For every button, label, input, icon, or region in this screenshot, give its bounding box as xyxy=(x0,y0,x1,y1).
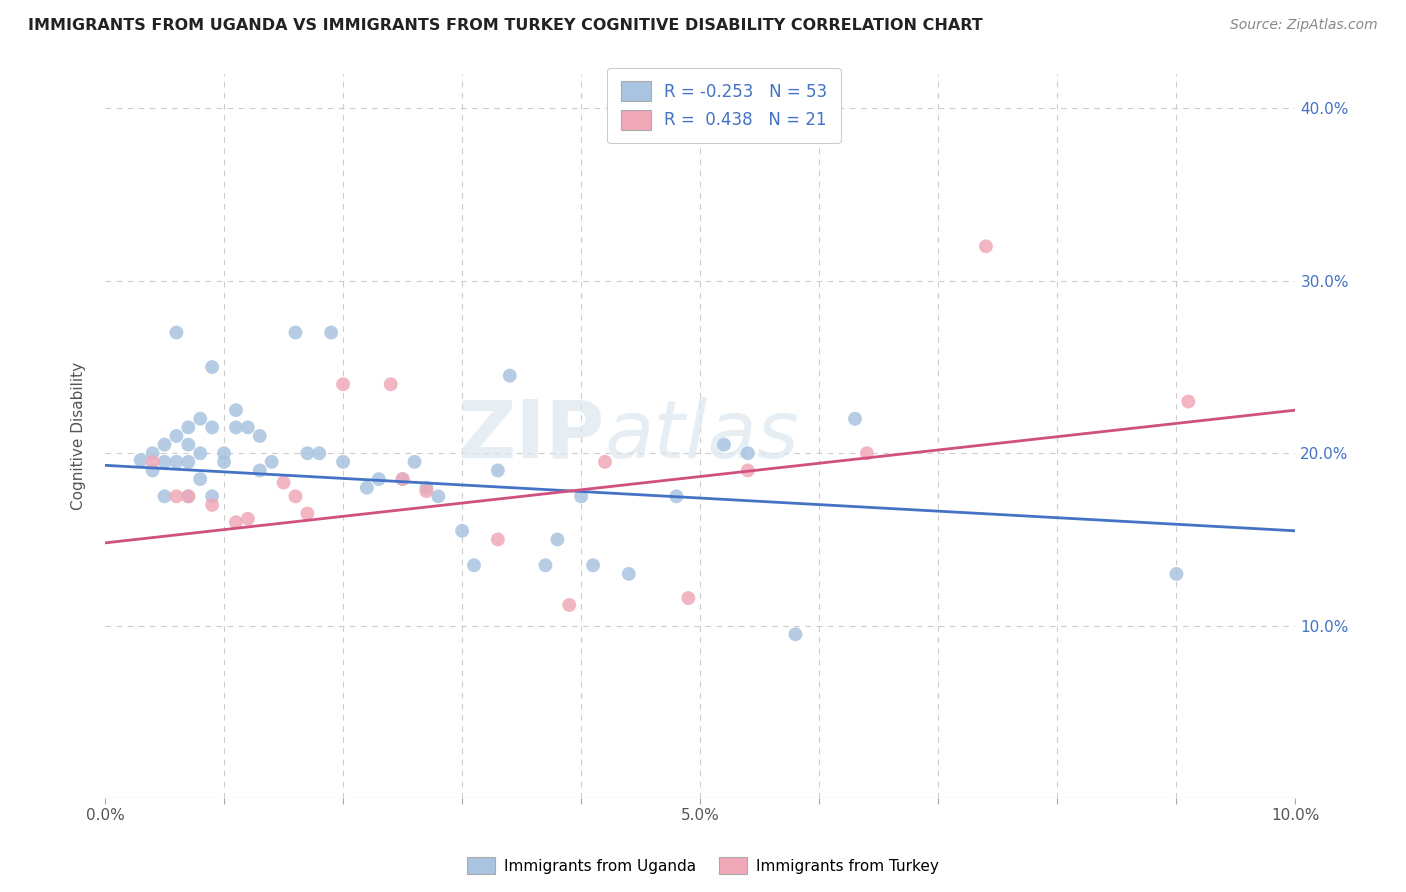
Text: atlas: atlas xyxy=(605,397,800,475)
Point xyxy=(415,484,437,499)
Point xyxy=(177,437,200,451)
Text: Source: ZipAtlas.com: Source: ZipAtlas.com xyxy=(1230,18,1378,32)
Point xyxy=(391,472,413,486)
Point xyxy=(451,524,474,538)
Point xyxy=(546,533,568,547)
Point xyxy=(308,446,330,460)
Point xyxy=(201,420,224,434)
Point xyxy=(212,455,235,469)
Point xyxy=(201,498,224,512)
Point xyxy=(844,411,866,425)
Point xyxy=(486,463,509,477)
Point xyxy=(177,455,200,469)
Point xyxy=(188,472,211,486)
Y-axis label: Cognitive Disability: Cognitive Disability xyxy=(72,362,86,510)
Point xyxy=(225,403,247,417)
Point xyxy=(142,446,165,460)
Point xyxy=(297,507,319,521)
Point xyxy=(225,515,247,529)
Point xyxy=(486,533,509,547)
Point xyxy=(391,472,413,486)
Legend: Immigrants from Uganda, Immigrants from Turkey: Immigrants from Uganda, Immigrants from … xyxy=(461,851,945,880)
Point xyxy=(974,239,997,253)
Point xyxy=(678,591,700,605)
Point xyxy=(236,512,259,526)
Point xyxy=(201,489,224,503)
Point xyxy=(569,489,592,503)
Point xyxy=(188,411,211,425)
Point xyxy=(165,455,187,469)
Point xyxy=(153,489,176,503)
Point xyxy=(260,455,283,469)
Point xyxy=(332,455,354,469)
Point xyxy=(225,420,247,434)
Point xyxy=(582,558,605,573)
Point xyxy=(165,429,187,443)
Point xyxy=(273,475,295,490)
Point xyxy=(713,437,735,451)
Point xyxy=(129,453,152,467)
Point xyxy=(499,368,522,383)
Point xyxy=(737,446,759,460)
Point xyxy=(332,377,354,392)
Point xyxy=(856,446,879,460)
Legend: R = -0.253   N = 53, R =  0.438   N = 21: R = -0.253 N = 53, R = 0.438 N = 21 xyxy=(607,68,841,144)
Point xyxy=(367,472,389,486)
Point xyxy=(1177,394,1199,409)
Point xyxy=(665,489,688,503)
Point xyxy=(249,429,271,443)
Point xyxy=(188,446,211,460)
Point xyxy=(153,455,176,469)
Point xyxy=(380,377,402,392)
Point xyxy=(1166,566,1188,581)
Point xyxy=(165,489,187,503)
Point xyxy=(284,489,307,503)
Point xyxy=(177,420,200,434)
Point xyxy=(427,489,450,503)
Point xyxy=(177,489,200,503)
Point xyxy=(284,326,307,340)
Point xyxy=(463,558,485,573)
Point xyxy=(142,463,165,477)
Point xyxy=(404,455,426,469)
Point xyxy=(785,627,807,641)
Point xyxy=(737,463,759,477)
Point xyxy=(153,437,176,451)
Point xyxy=(249,463,271,477)
Point xyxy=(297,446,319,460)
Point xyxy=(534,558,557,573)
Point xyxy=(165,326,187,340)
Point xyxy=(558,598,581,612)
Point xyxy=(321,326,343,340)
Point xyxy=(236,420,259,434)
Text: ZIP: ZIP xyxy=(458,397,605,475)
Text: IMMIGRANTS FROM UGANDA VS IMMIGRANTS FROM TURKEY COGNITIVE DISABILITY CORRELATIO: IMMIGRANTS FROM UGANDA VS IMMIGRANTS FRO… xyxy=(28,18,983,33)
Point xyxy=(617,566,640,581)
Point xyxy=(142,455,165,469)
Point xyxy=(212,446,235,460)
Point xyxy=(415,481,437,495)
Point xyxy=(356,481,378,495)
Point xyxy=(177,489,200,503)
Point xyxy=(201,359,224,374)
Point xyxy=(593,455,616,469)
